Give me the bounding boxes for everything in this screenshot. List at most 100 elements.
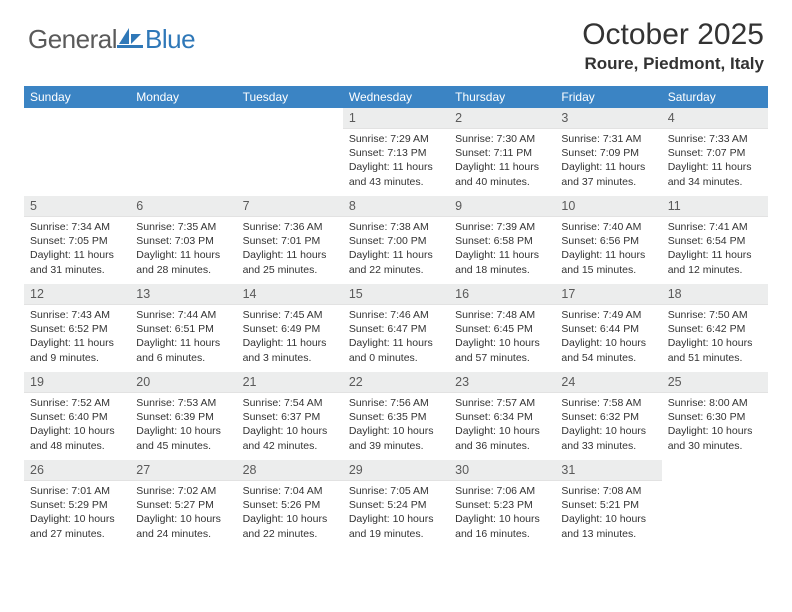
day-details: Sunrise: 7:31 AMSunset: 7:09 PMDaylight:… [555,129,661,189]
logo-text-gray: General [28,24,117,55]
calendar-day-cell: 28Sunrise: 7:04 AMSunset: 5:26 PMDayligh… [237,460,343,548]
logo-text-blue: Blue [145,24,195,55]
calendar-week-row: 19Sunrise: 7:52 AMSunset: 6:40 PMDayligh… [24,372,768,460]
day-number: 8 [343,196,449,217]
day-details: Sunrise: 7:49 AMSunset: 6:44 PMDaylight:… [555,305,661,365]
calendar-week-row: 5Sunrise: 7:34 AMSunset: 7:05 PMDaylight… [24,196,768,284]
calendar-empty-cell [130,108,236,196]
calendar-day-cell: 29Sunrise: 7:05 AMSunset: 5:24 PMDayligh… [343,460,449,548]
logo: General Blue [28,24,195,55]
calendar-day-cell: 16Sunrise: 7:48 AMSunset: 6:45 PMDayligh… [449,284,555,372]
day-details: Sunrise: 7:02 AMSunset: 5:27 PMDaylight:… [130,481,236,541]
month-title: October 2025 [582,18,764,52]
title-block: October 2025 Roure, Piedmont, Italy [582,18,764,74]
day-number: 1 [343,108,449,129]
day-number: 20 [130,372,236,393]
day-number: 30 [449,460,555,481]
day-number: 27 [130,460,236,481]
day-number: 29 [343,460,449,481]
calendar-day-cell: 22Sunrise: 7:56 AMSunset: 6:35 PMDayligh… [343,372,449,460]
day-details: Sunrise: 7:30 AMSunset: 7:11 PMDaylight:… [449,129,555,189]
day-details: Sunrise: 7:04 AMSunset: 5:26 PMDaylight:… [237,481,343,541]
weekday-header: Monday [130,86,236,108]
day-number: 11 [662,196,768,217]
day-number: 22 [343,372,449,393]
day-number: 5 [24,196,130,217]
day-details: Sunrise: 7:29 AMSunset: 7:13 PMDaylight:… [343,129,449,189]
calendar-table: SundayMondayTuesdayWednesdayThursdayFrid… [24,86,768,548]
calendar-day-cell: 14Sunrise: 7:45 AMSunset: 6:49 PMDayligh… [237,284,343,372]
calendar-day-cell: 31Sunrise: 7:08 AMSunset: 5:21 PMDayligh… [555,460,661,548]
day-number: 9 [449,196,555,217]
day-details: Sunrise: 7:06 AMSunset: 5:23 PMDaylight:… [449,481,555,541]
day-number: 21 [237,372,343,393]
calendar-week-row: 12Sunrise: 7:43 AMSunset: 6:52 PMDayligh… [24,284,768,372]
day-number: 13 [130,284,236,305]
day-number: 12 [24,284,130,305]
calendar-day-cell: 27Sunrise: 7:02 AMSunset: 5:27 PMDayligh… [130,460,236,548]
day-number: 31 [555,460,661,481]
calendar-day-cell: 1Sunrise: 7:29 AMSunset: 7:13 PMDaylight… [343,108,449,196]
day-details: Sunrise: 7:48 AMSunset: 6:45 PMDaylight:… [449,305,555,365]
calendar-day-cell: 6Sunrise: 7:35 AMSunset: 7:03 PMDaylight… [130,196,236,284]
day-details: Sunrise: 7:56 AMSunset: 6:35 PMDaylight:… [343,393,449,453]
calendar-day-cell: 20Sunrise: 7:53 AMSunset: 6:39 PMDayligh… [130,372,236,460]
calendar-day-cell: 12Sunrise: 7:43 AMSunset: 6:52 PMDayligh… [24,284,130,372]
calendar-day-cell: 4Sunrise: 7:33 AMSunset: 7:07 PMDaylight… [662,108,768,196]
day-number: 26 [24,460,130,481]
day-number: 6 [130,196,236,217]
day-number: 2 [449,108,555,129]
calendar-day-cell: 18Sunrise: 7:50 AMSunset: 6:42 PMDayligh… [662,284,768,372]
day-details: Sunrise: 7:54 AMSunset: 6:37 PMDaylight:… [237,393,343,453]
day-details: Sunrise: 7:53 AMSunset: 6:39 PMDaylight:… [130,393,236,453]
calendar-day-cell: 30Sunrise: 7:06 AMSunset: 5:23 PMDayligh… [449,460,555,548]
day-details: Sunrise: 7:39 AMSunset: 6:58 PMDaylight:… [449,217,555,277]
day-details: Sunrise: 8:00 AMSunset: 6:30 PMDaylight:… [662,393,768,453]
location: Roure, Piedmont, Italy [582,54,764,74]
calendar-day-cell: 3Sunrise: 7:31 AMSunset: 7:09 PMDaylight… [555,108,661,196]
logo-sail-icon [117,26,143,53]
calendar-empty-cell [662,460,768,548]
day-details: Sunrise: 7:58 AMSunset: 6:32 PMDaylight:… [555,393,661,453]
day-number: 24 [555,372,661,393]
day-number: 7 [237,196,343,217]
calendar-day-cell: 7Sunrise: 7:36 AMSunset: 7:01 PMDaylight… [237,196,343,284]
calendar-day-cell: 10Sunrise: 7:40 AMSunset: 6:56 PMDayligh… [555,196,661,284]
calendar-week-row: 1Sunrise: 7:29 AMSunset: 7:13 PMDaylight… [24,108,768,196]
calendar-body: 1Sunrise: 7:29 AMSunset: 7:13 PMDaylight… [24,108,768,548]
day-details: Sunrise: 7:46 AMSunset: 6:47 PMDaylight:… [343,305,449,365]
calendar-day-cell: 25Sunrise: 8:00 AMSunset: 6:30 PMDayligh… [662,372,768,460]
day-details: Sunrise: 7:01 AMSunset: 5:29 PMDaylight:… [24,481,130,541]
day-details: Sunrise: 7:05 AMSunset: 5:24 PMDaylight:… [343,481,449,541]
day-details: Sunrise: 7:33 AMSunset: 7:07 PMDaylight:… [662,129,768,189]
calendar-week-row: 26Sunrise: 7:01 AMSunset: 5:29 PMDayligh… [24,460,768,548]
day-details: Sunrise: 7:41 AMSunset: 6:54 PMDaylight:… [662,217,768,277]
calendar-empty-cell [24,108,130,196]
day-details: Sunrise: 7:34 AMSunset: 7:05 PMDaylight:… [24,217,130,277]
day-number: 16 [449,284,555,305]
day-number: 3 [555,108,661,129]
calendar-day-cell: 19Sunrise: 7:52 AMSunset: 6:40 PMDayligh… [24,372,130,460]
weekday-header: Wednesday [343,86,449,108]
day-number: 25 [662,372,768,393]
day-number: 10 [555,196,661,217]
day-number: 23 [449,372,555,393]
weekday-header: Friday [555,86,661,108]
day-details: Sunrise: 7:08 AMSunset: 5:21 PMDaylight:… [555,481,661,541]
calendar-day-cell: 17Sunrise: 7:49 AMSunset: 6:44 PMDayligh… [555,284,661,372]
day-details: Sunrise: 7:38 AMSunset: 7:00 PMDaylight:… [343,217,449,277]
header: General Blue October 2025 Roure, Piedmon… [0,0,792,78]
calendar-day-cell: 9Sunrise: 7:39 AMSunset: 6:58 PMDaylight… [449,196,555,284]
calendar-day-cell: 13Sunrise: 7:44 AMSunset: 6:51 PMDayligh… [130,284,236,372]
calendar-day-cell: 24Sunrise: 7:58 AMSunset: 6:32 PMDayligh… [555,372,661,460]
day-details: Sunrise: 7:50 AMSunset: 6:42 PMDaylight:… [662,305,768,365]
day-details: Sunrise: 7:45 AMSunset: 6:49 PMDaylight:… [237,305,343,365]
calendar-day-cell: 5Sunrise: 7:34 AMSunset: 7:05 PMDaylight… [24,196,130,284]
calendar-day-cell: 23Sunrise: 7:57 AMSunset: 6:34 PMDayligh… [449,372,555,460]
day-details: Sunrise: 7:57 AMSunset: 6:34 PMDaylight:… [449,393,555,453]
day-number: 17 [555,284,661,305]
day-details: Sunrise: 7:43 AMSunset: 6:52 PMDaylight:… [24,305,130,365]
day-number: 28 [237,460,343,481]
day-number: 19 [24,372,130,393]
calendar-empty-cell [237,108,343,196]
